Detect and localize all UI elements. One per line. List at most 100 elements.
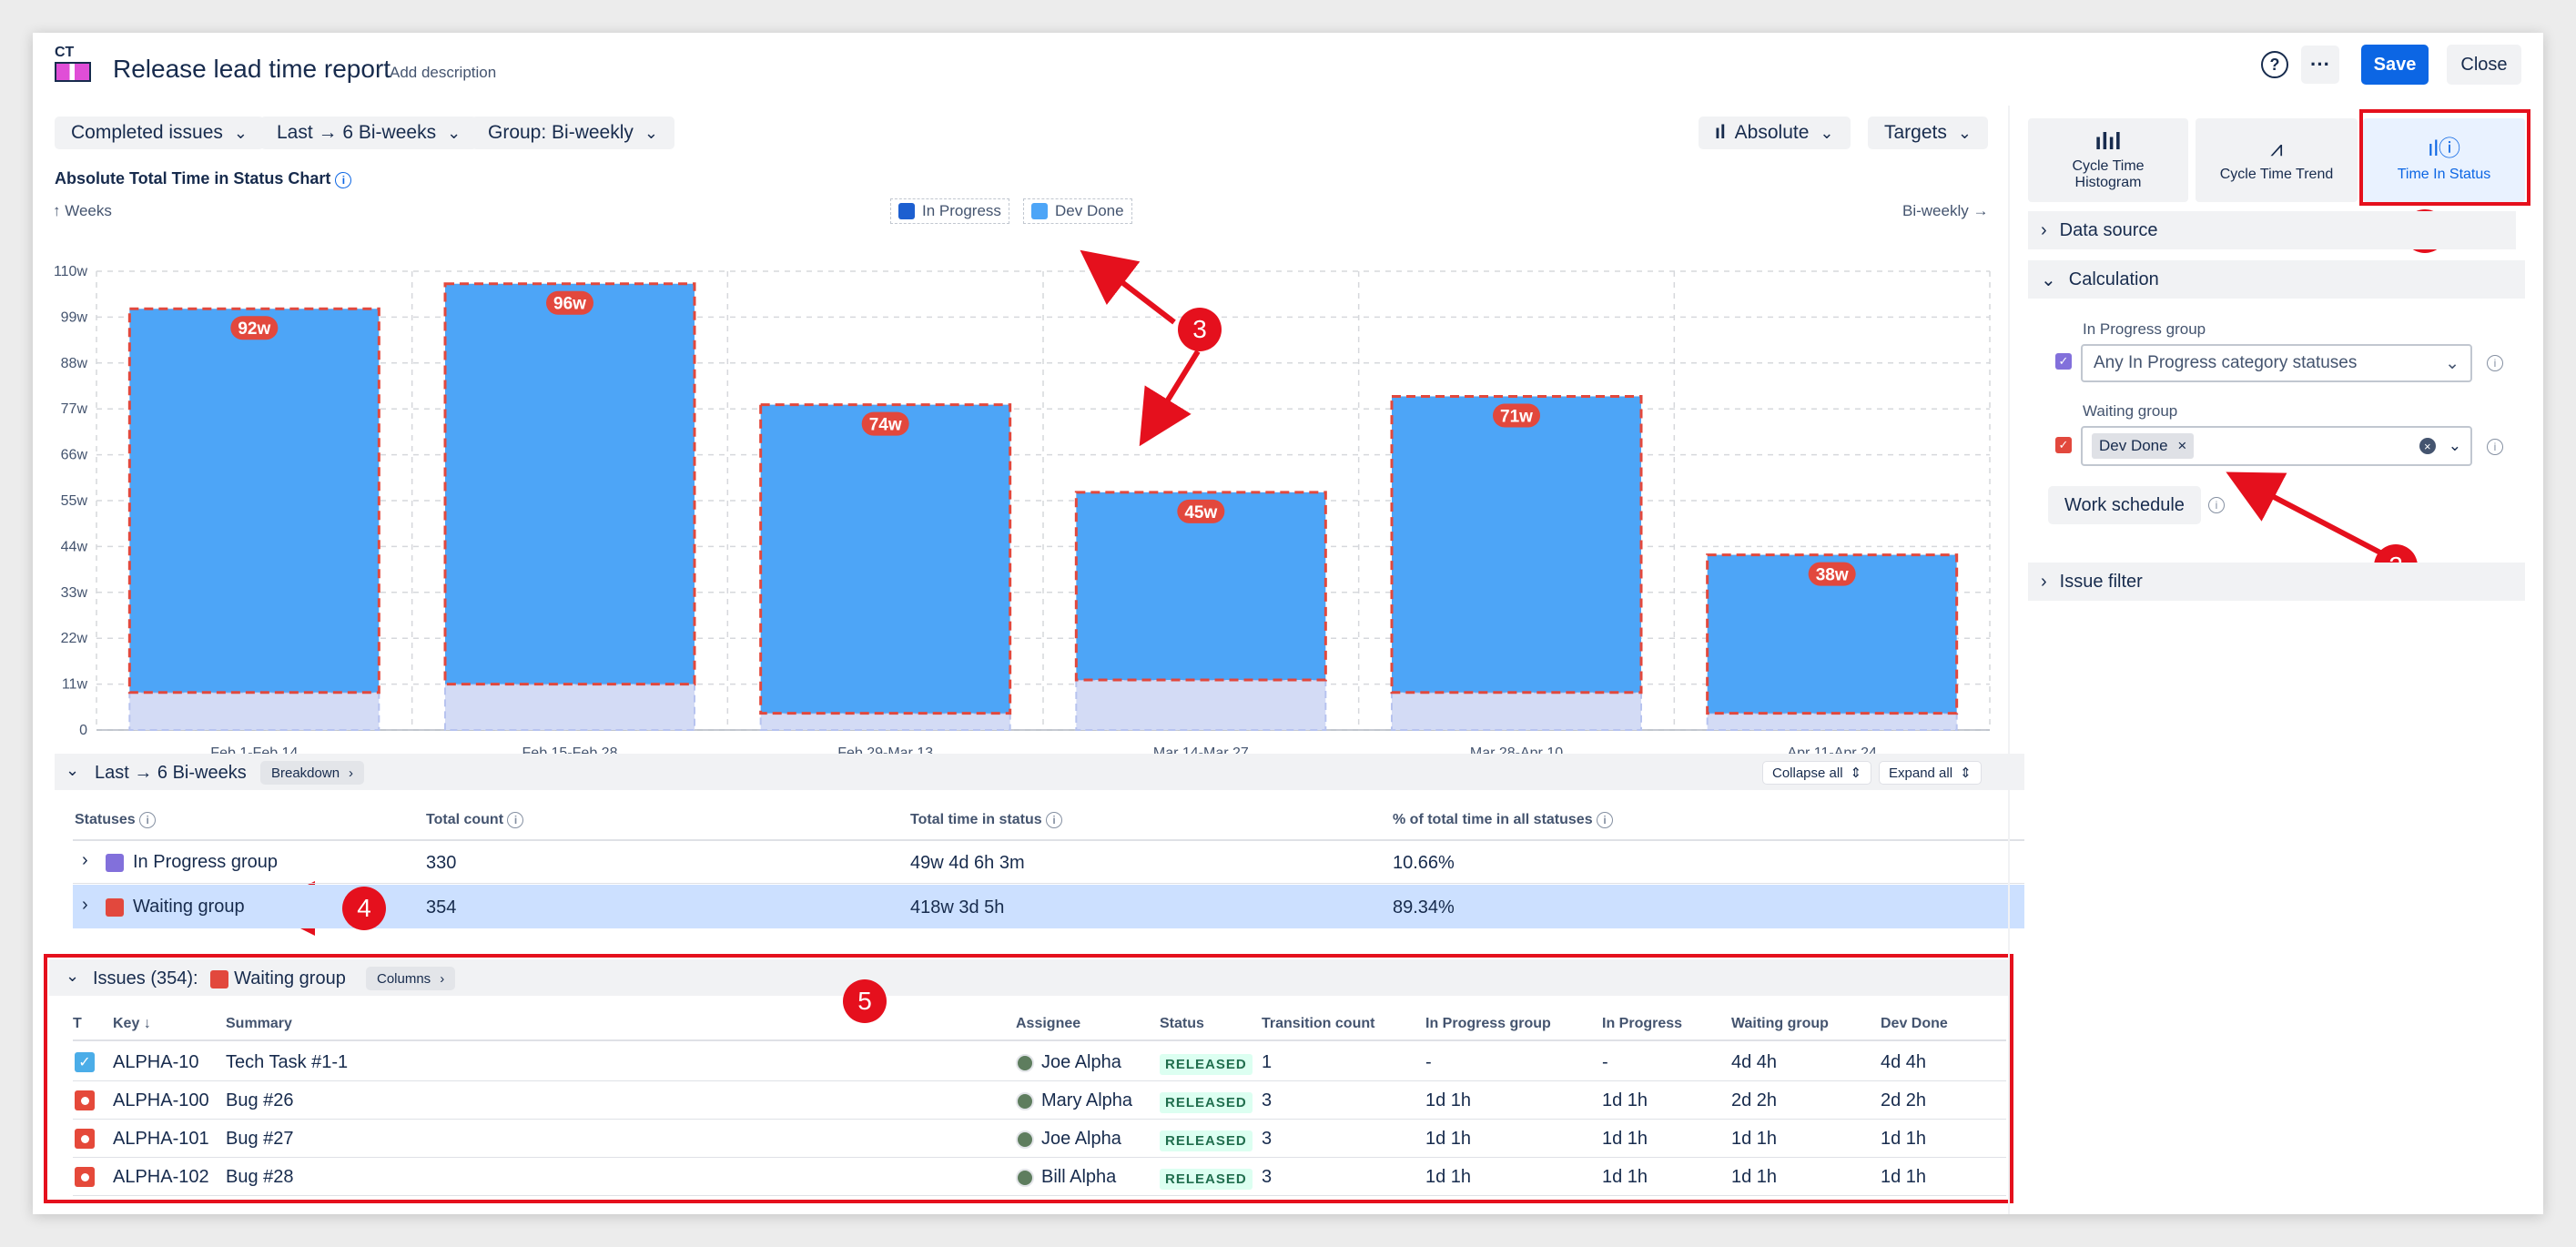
targets-dropdown[interactable]: Targets ⌄ — [1868, 117, 1988, 149]
tab-cycle-time-trend[interactable]: ⩘ Cycle Time Trend — [2196, 118, 2358, 202]
bar-chart-icon: ılıl — [2094, 127, 2122, 155]
col-total-count: Total count i — [426, 812, 524, 828]
col-in-progress-group: In Progress group — [1425, 1016, 1551, 1031]
calculation-section[interactable]: ⌄ Calculation — [2028, 260, 2525, 299]
group-dropdown[interactable]: Group: Bi-weekly ⌄ — [472, 117, 674, 149]
status-color — [210, 969, 229, 988]
info-icon[interactable]: i — [335, 172, 352, 188]
divider — [73, 839, 2024, 841]
table-row[interactable]: ALPHA-100 Bug #26 Mary Alpha RELEASED 3 1d 1h… — [73, 1081, 2006, 1120]
data-label: 38w — [1816, 566, 1849, 585]
status-badge: RELEASED — [1160, 1168, 1253, 1190]
status-color — [106, 853, 124, 872]
dropdown-label: Group: Bi-weekly — [488, 122, 634, 143]
tab-cycle-time-histogram[interactable]: ılıl Cycle Time Histogram — [2028, 118, 2188, 202]
y-tick-label: 66w — [61, 448, 88, 463]
in-progress-group-time: 1d 1h — [1425, 1129, 1472, 1149]
button-label: Collapse all — [1772, 765, 1843, 781]
report-window: CT Release lead time report Add descript… — [33, 33, 2543, 1214]
more-options-button[interactable]: ··· — [2301, 46, 2339, 84]
waiting-group-select[interactable]: Dev Done × × ⌄ — [2081, 426, 2472, 466]
info-icon[interactable]: i — [2487, 355, 2503, 371]
legend-in-progress[interactable]: In Progress — [890, 198, 1009, 224]
task-icon: ✓ — [75, 1052, 95, 1072]
issue-key[interactable]: ALPHA-101 — [113, 1129, 209, 1149]
issue-summary[interactable]: Tech Task #1-1 — [226, 1052, 349, 1072]
assignee: Bill Alpha — [1016, 1167, 1116, 1188]
dev-done-bar — [443, 282, 696, 686]
waiting-group-time: 1d 1h — [1731, 1129, 1778, 1149]
collapse-icon: ⇕ — [1850, 765, 1862, 781]
issue-filter-section[interactable]: › Issue filter — [2028, 563, 2525, 601]
data-label: 92w — [238, 319, 270, 339]
info-icon[interactable]: i — [2208, 497, 2225, 513]
close-button[interactable]: Close — [2447, 45, 2521, 85]
status-badge: RELEASED — [1160, 1091, 1253, 1113]
section-title: Calculation — [2068, 269, 2159, 289]
expand-chevron-icon[interactable]: › — [82, 895, 88, 915]
data-label: 45w — [1184, 503, 1217, 522]
chevron-down-icon[interactable]: ⌄ — [66, 761, 80, 779]
y-tick-label: 44w — [61, 539, 88, 554]
y-tick-label: 0 — [79, 723, 87, 738]
in-progress-checkbox[interactable]: ✓ — [2055, 353, 2072, 370]
line-chart-icon: ⩘ — [2270, 137, 2283, 161]
y-axis-label: ↑ Weeks — [53, 202, 112, 219]
info-icon[interactable]: i — [139, 812, 157, 828]
in-progress-group-select[interactable]: Any In Progress category statuses ⌄ — [2081, 344, 2472, 382]
table-row[interactable]: › In Progress group 330 49w 4d 6h 3m 10.… — [73, 841, 2024, 883]
chevron-down-icon: ⌄ — [233, 123, 248, 142]
col-assignee: Assignee — [1016, 1016, 1081, 1031]
issue-key[interactable]: ALPHA-10 — [113, 1052, 199, 1072]
clear-icon[interactable]: × — [2419, 438, 2436, 454]
breakdown-button[interactable]: Breakdown › — [260, 761, 365, 785]
annotation-badge-4: 4 — [342, 887, 386, 930]
legend-swatch — [1031, 203, 1048, 219]
avatar — [1016, 1130, 1034, 1149]
help-icon[interactable]: ? — [2261, 51, 2288, 78]
period-dropdown[interactable]: Last → 6 Bi-weeks ⌄ — [260, 117, 478, 149]
issue-summary[interactable]: Bug #28 — [226, 1167, 294, 1187]
in-progress-time: 1d 1h — [1602, 1167, 1648, 1187]
info-icon[interactable]: i — [1046, 812, 1063, 828]
save-button[interactable]: Save — [2361, 45, 2429, 85]
table-row[interactable]: ALPHA-102 Bug #28 Bill Alpha RELEASED 3 1d 1h… — [73, 1158, 2006, 1196]
issue-summary[interactable]: Bug #26 — [226, 1090, 294, 1110]
info-icon[interactable]: i — [507, 812, 524, 828]
completed-issues-dropdown[interactable]: Completed issues ⌄ — [55, 117, 265, 149]
in-progress-bar — [1391, 691, 1642, 731]
tab-time-in-status[interactable]: ılⓘ Time In Status — [2363, 118, 2525, 202]
in-progress-group-label: In Progress group — [2083, 320, 2206, 338]
chevron-down-icon: ⌄ — [447, 123, 461, 142]
table-row-selected[interactable]: › Waiting group 354 418w 3d 5h 89.34% — [73, 885, 2024, 928]
chevron-down-icon[interactable]: ⌄ — [66, 967, 80, 985]
table-row[interactable]: ALPHA-101 Bug #27 Joe Alpha RELEASED 3 1d 1h 1… — [73, 1120, 2006, 1158]
data-label-bg — [861, 411, 909, 436]
columns-button[interactable]: Columns › — [366, 967, 456, 990]
absolute-mode-dropdown[interactable]: ıl Absolute ⌄ — [1699, 117, 1851, 149]
add-description-link[interactable]: Add description — [390, 64, 497, 81]
work-schedule-button[interactable]: Work schedule — [2048, 486, 2201, 524]
total-time: 49w 4d 6h 3m — [910, 853, 1025, 873]
issue-key[interactable]: ALPHA-102 — [113, 1167, 209, 1187]
info-icon[interactable]: i — [1597, 812, 1614, 828]
expand-chevron-icon[interactable]: › — [82, 850, 88, 870]
collapse-all-button[interactable]: Collapse all ⇕ — [1762, 761, 1872, 785]
status-group-name: Waiting group — [106, 897, 245, 918]
waiting-checkbox[interactable]: ✓ — [2055, 437, 2072, 453]
in-progress-group-time: 1d 1h — [1425, 1167, 1472, 1187]
col-key[interactable]: Key ↓ — [113, 1016, 151, 1031]
status-badge: RELEASED — [1160, 1053, 1253, 1075]
issue-summary[interactable]: Bug #27 — [226, 1129, 294, 1149]
data-source-section[interactable]: › Data source — [2028, 211, 2516, 249]
status-badge: RELEASED — [1160, 1130, 1253, 1151]
info-icon[interactable]: i — [2487, 439, 2503, 455]
chevron-right-icon: › — [2041, 219, 2047, 240]
col-transition-count: Transition count — [1262, 1016, 1375, 1031]
expand-all-button[interactable]: Expand all ⇕ — [1879, 761, 1982, 785]
table-row[interactable]: ✓ ALPHA-10 Tech Task #1-1 Joe Alpha RELEASED… — [73, 1043, 2006, 1081]
issue-key[interactable]: ALPHA-100 — [113, 1090, 209, 1110]
remove-tag-icon[interactable]: × — [2177, 437, 2187, 454]
dev-done-bar — [127, 307, 380, 694]
legend-dev-done[interactable]: Dev Done — [1023, 198, 1132, 224]
